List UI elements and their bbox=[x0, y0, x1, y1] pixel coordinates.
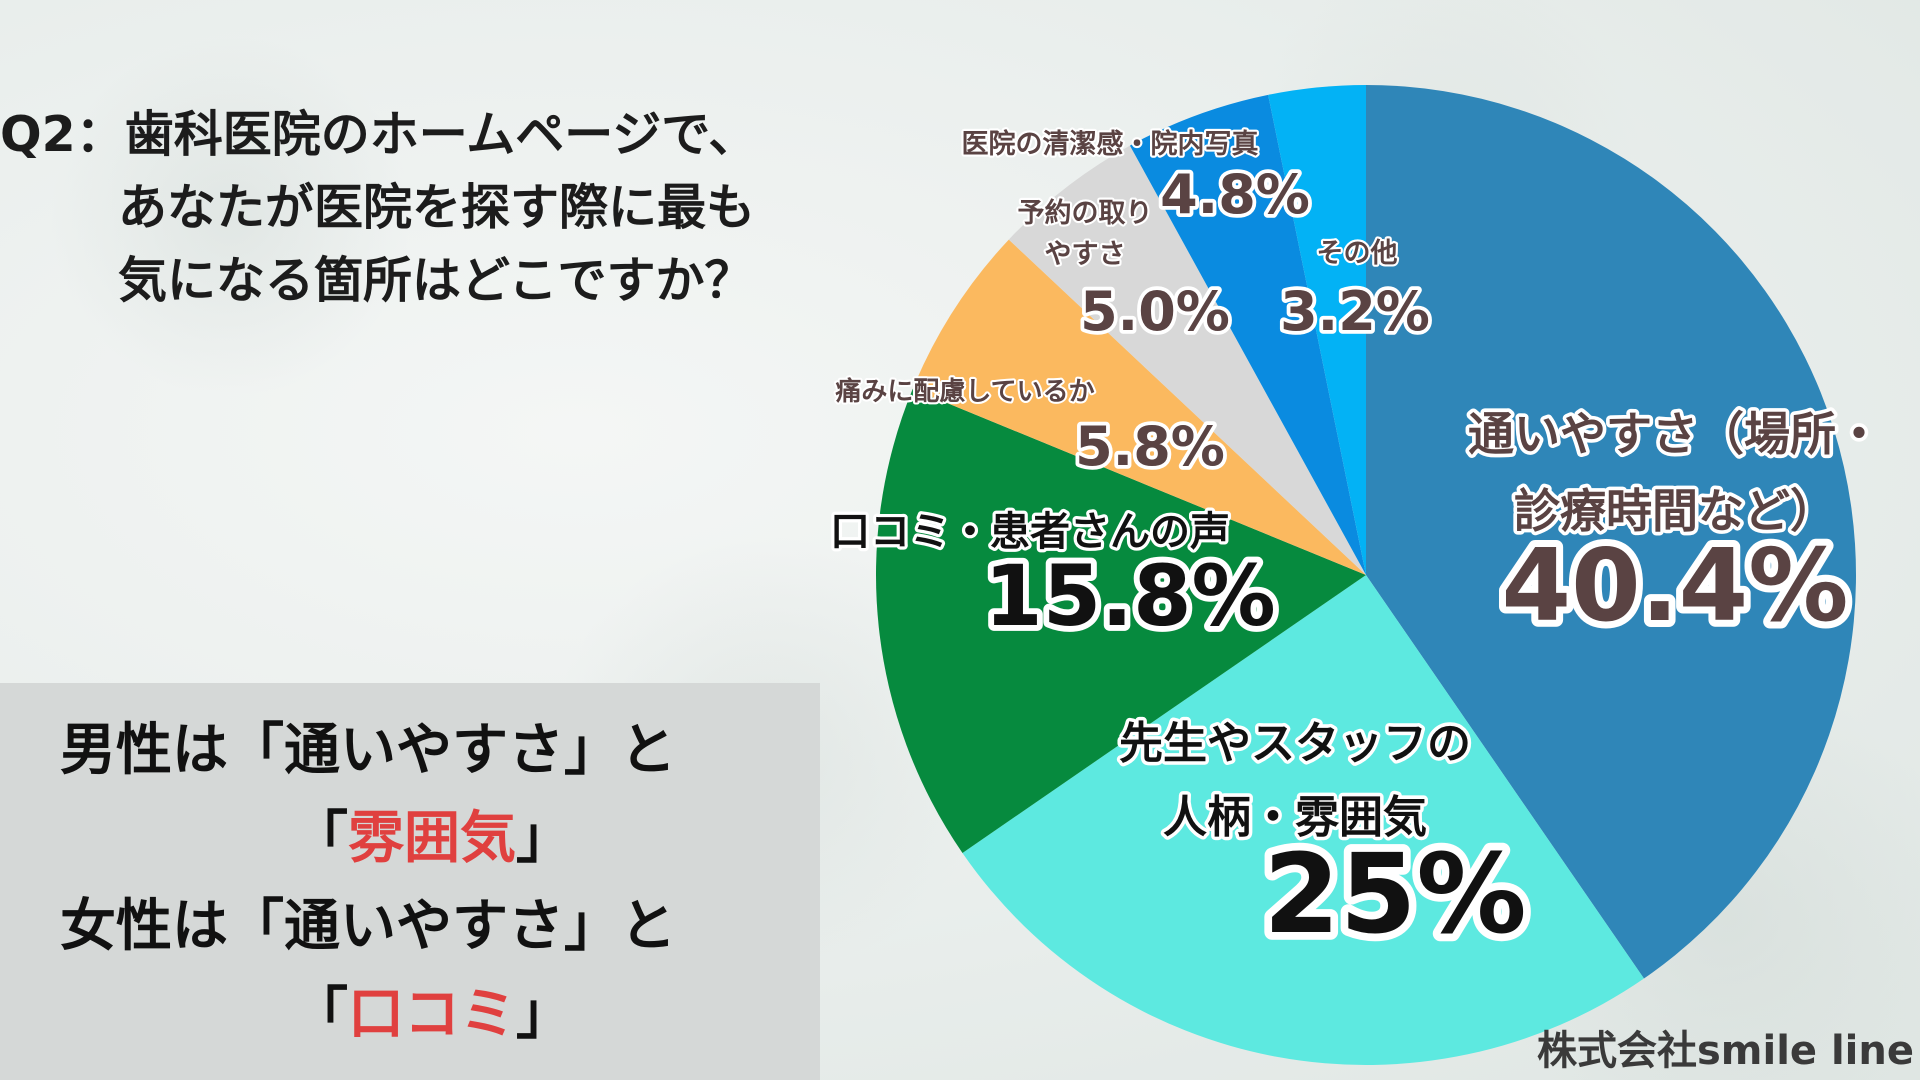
pie-slice-2 bbox=[875, 388, 1366, 853]
slice-value-4: 5.0% bbox=[1080, 280, 1230, 343]
slice-label-2-line-0: 口コミ・患者さんの声 bbox=[830, 509, 1230, 555]
slice-value-3: 5.8% bbox=[1075, 415, 1225, 478]
slice-label-4-line-1: やすさ bbox=[1045, 239, 1126, 270]
slice-value-1: 25% bbox=[1263, 830, 1526, 958]
slice-label-3-line-0: 痛みに配慮しているか bbox=[835, 376, 1094, 407]
summary-female-open: 「 bbox=[292, 982, 348, 1047]
question-title: Q2：歯科医院のホームページで、 あなたが医院を探す際に最も 気になる箇所はどこ… bbox=[0, 98, 880, 317]
question-line-3: 気になる箇所はどこですか？ bbox=[118, 252, 754, 309]
pie-slice-6 bbox=[1268, 85, 1366, 575]
company-credit: 株式会社smile line bbox=[1537, 1028, 1914, 1074]
pie-slice-3 bbox=[912, 239, 1366, 576]
slice-label-4-line-0: 予約の取り bbox=[1018, 197, 1153, 229]
summary-male-highlight-line: 「雰囲気」 bbox=[292, 793, 1032, 874]
summary-male-close: 」 bbox=[516, 806, 572, 871]
pie-slice-0 bbox=[1366, 85, 1856, 979]
summary-male-line: 男性は「通いやすさ」と bbox=[60, 718, 676, 783]
question-line-1: Q2：歯科医院のホームページで、 bbox=[0, 106, 758, 163]
slice-value-2: 15.8% bbox=[984, 547, 1275, 645]
summary-male-highlight: 雰囲気 bbox=[348, 806, 516, 871]
slice-label-1-line-0: 先生やスタッフの bbox=[1119, 718, 1471, 769]
slice-label-5-line-0: 医院の清潔感・院内写真 bbox=[962, 128, 1259, 160]
summary-female-highlight: 口コミ bbox=[348, 982, 516, 1047]
summary-female-highlight-line: 「口コミ」 bbox=[292, 969, 1032, 1050]
question-line-2: あなたが医院を探す際に最も bbox=[118, 179, 756, 236]
pie-slice-5 bbox=[1129, 94, 1366, 575]
pie-slice-1 bbox=[962, 575, 1644, 1065]
slice-value-6: 3.2% bbox=[1280, 280, 1430, 343]
pie-slice-4 bbox=[1008, 145, 1366, 575]
summary-female-line: 女性は「通いやすさ」と bbox=[60, 894, 676, 959]
slice-value-0: 40.4% bbox=[1502, 527, 1849, 644]
slice-label-6-line-0: その他 bbox=[1317, 238, 1398, 269]
slice-label-1-line-1: 人柄・雰囲気 bbox=[1163, 792, 1427, 843]
summary-box: 男性は「通いやすさ」と 「雰囲気」 女性は「通いやすさ」と 「口コミ」 bbox=[0, 683, 820, 1080]
slice-label-0-line-0: 通いやすさ（場所・ bbox=[1468, 407, 1882, 461]
slice-label-0-line-1: 診療時間など） bbox=[1514, 484, 1836, 538]
summary-male-open: 「 bbox=[292, 806, 348, 871]
summary-female-close: 」 bbox=[516, 982, 572, 1047]
slice-value-5: 4.8% bbox=[1160, 163, 1310, 226]
